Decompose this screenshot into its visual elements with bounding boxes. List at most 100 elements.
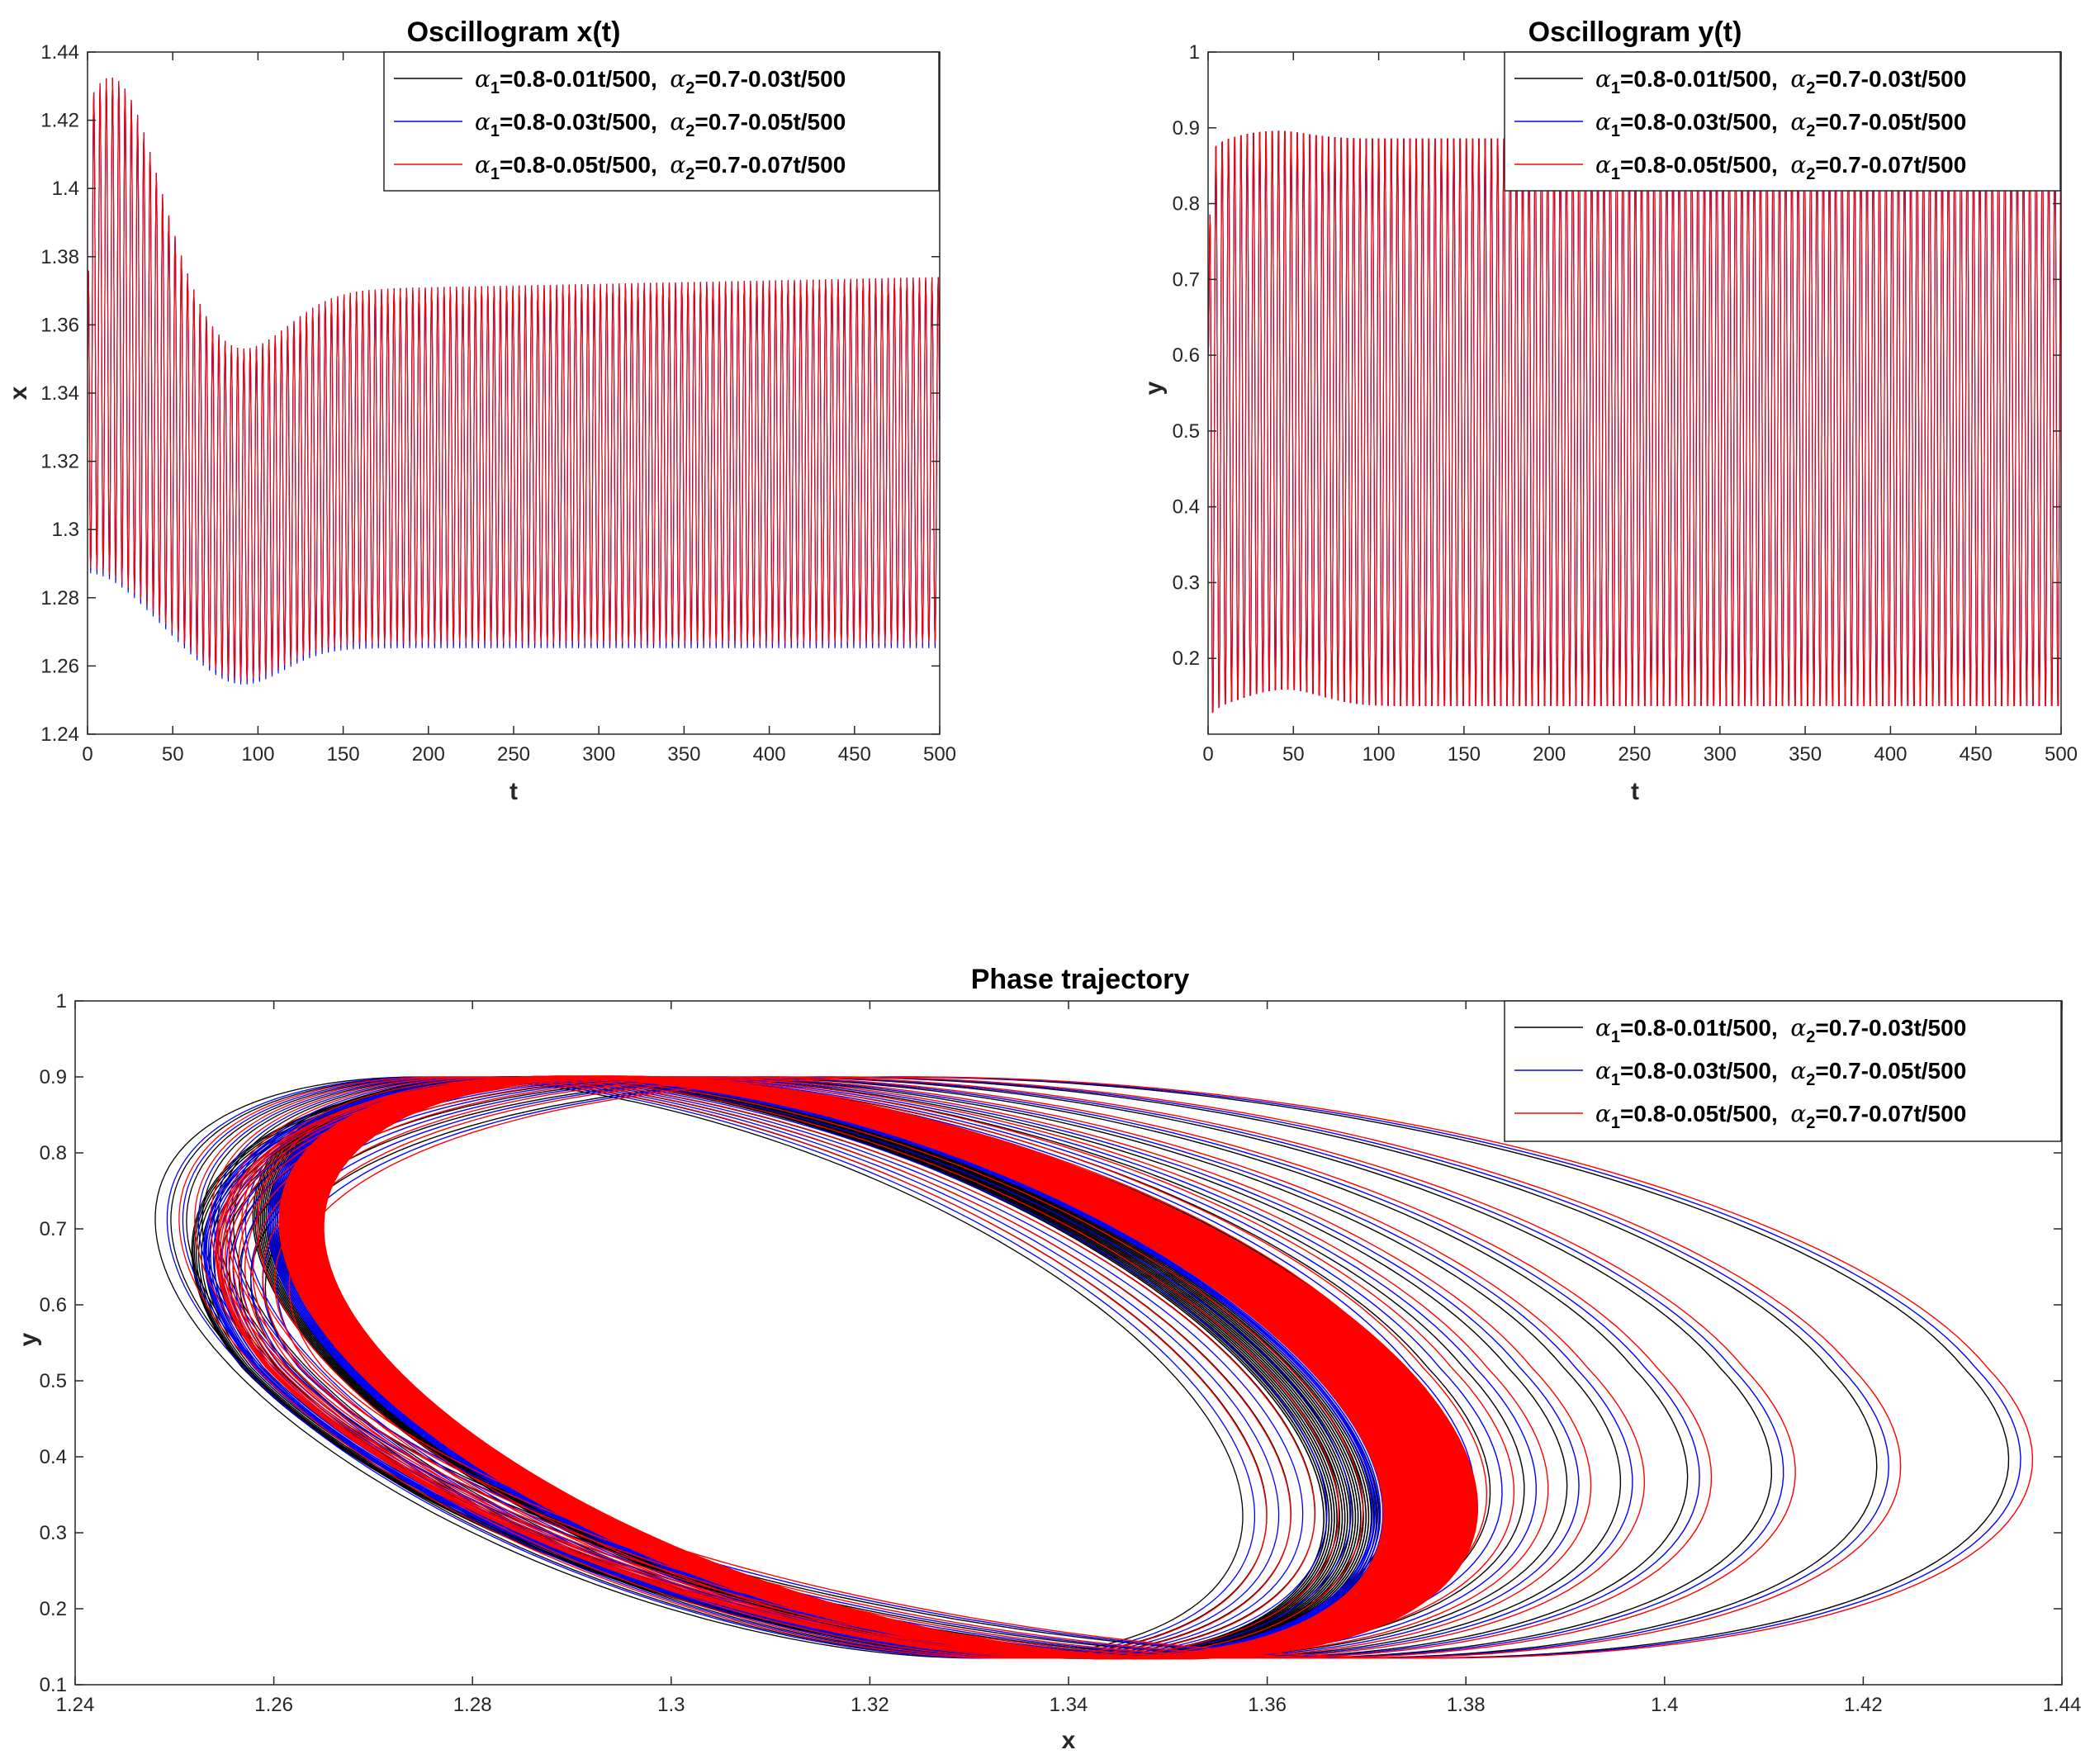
legend: α1=0.8-0.01t/500, α2=0.7-0.03t/500 α1=0.8… [1504,51,2061,192]
x-tick-label: 0 [82,743,92,766]
chart-title: Oscillogram y(t) [1528,17,1742,48]
legend-box [1504,51,2061,192]
orbit-loop [182,1076,1280,1659]
x-tick-label: 400 [1874,743,1907,766]
orbit-loop [273,1076,1902,1659]
chart-title: Phase trajectory [971,964,1190,995]
panel-phase-trajectory: 1.24 1.26 1.28 1.3 1.32 1.34 1.36 1.38 1.4 1.42 1.… [15,964,2081,1754]
orbit-loop [252,1076,1713,1659]
orbit-loop [197,1076,1304,1659]
orbit-loop [229,1076,1352,1659]
orbit-loop [321,1075,1479,1660]
axes-box [74,1000,2063,1686]
x-tick-label: 1.4 [1651,1694,1678,1716]
legend-label: α1=0.8-0.01t/500, α2=0.7-0.03t/500 [1595,65,1966,97]
legend-box [383,51,940,192]
x-tick-label: 1.36 [1248,1694,1287,1716]
orbit-loop [262,1076,1890,1659]
y-axis-label: y [1140,381,1168,395]
series-line-3 [87,77,941,680]
x-tick-label: 250 [497,743,530,766]
y-tick-label: 0.7 [40,1218,67,1240]
y-tick-label: 1.24 [40,723,79,746]
series-line-3 [178,1075,2034,1660]
x-tick-label: 50 [1282,743,1305,766]
axis-ticks: 0 50 100 150 200 250 300 350 400 450 500 0.2 0.3 0.4 0… [1173,41,2078,766]
orbit-loop [210,1076,1315,1659]
y-tick-label: 0.5 [40,1370,67,1392]
x-tick-label: 250 [1618,743,1651,766]
orbit-loop [238,1076,1592,1659]
y-tick-label: 0.9 [1173,117,1200,140]
y-tick-label: 0.6 [40,1294,67,1316]
y-tick-label: 0.6 [1173,344,1200,367]
x-tick-label: 300 [582,743,615,766]
y-tick-label: 0.2 [1173,647,1200,670]
legend-label: α1=0.8-0.03t/500, α2=0.7-0.05t/500 [1595,1057,1966,1089]
x-tick-label: 200 [1533,743,1566,766]
x-tick-label: 100 [1363,743,1396,766]
x-tick-label: 150 [1448,743,1481,766]
orbit-loop [154,1076,1244,1659]
y-tick-label: 0.8 [40,1142,67,1164]
y-tick-label: 0.8 [1173,193,1200,216]
axis-ticks: 0 50 100 150 200 250 300 350 400 450 500 1.24 1.26 1.… [40,41,956,766]
x-tick-label: 400 [753,743,786,766]
x-tick-label: 300 [1704,743,1737,766]
y-tick-label: 0.4 [40,1446,67,1468]
x-tick-label: 200 [412,743,445,766]
x-tick-label: 500 [923,743,956,766]
y-tick-label: 0.9 [40,1066,67,1088]
y-tick-label: 0.5 [1173,420,1200,443]
legend-label: α1=0.8-0.05t/500, α2=0.7-0.07t/500 [1595,1100,1966,1132]
orbit-loop [225,1076,1339,1659]
orbit-loop [232,1076,1549,1659]
y-tick-label: 0.3 [1173,571,1200,594]
legend: α1=0.8-0.01t/500, α2=0.7-0.03t/500 α1=0.8… [1504,1000,2062,1142]
y-tick-label: 1.4 [52,178,79,200]
panel-y-oscillogram: 0 50 100 150 200 250 300 350 400 450 500 0.2 0.3 0.4 0… [1140,17,2078,805]
x-tick-label: 1.44 [2043,1694,2082,1716]
y-tick-label: 1 [56,990,67,1012]
y-tick-label: 1.42 [40,110,79,132]
orbit-loop [213,1076,1328,1659]
x-axis-label: x [1062,1727,1076,1754]
x-tick-label: 1.3 [657,1694,685,1716]
legend-label: α1=0.8-0.01t/500, α2=0.7-0.03t/500 [1595,1014,1966,1046]
legend-label: α1=0.8-0.05t/500, α2=0.7-0.07t/500 [1595,151,1966,183]
x-tick-label: 450 [1960,743,1993,766]
y-tick-label: 1.38 [40,246,79,268]
legend-label: α1=0.8-0.03t/500, α2=0.7-0.05t/500 [475,108,846,140]
x-tick-label: 1.24 [56,1694,95,1716]
y-axis-label: y [15,1332,42,1346]
orbit-loop [241,1076,1364,1659]
y-tick-label: 1.34 [40,382,79,405]
chart-title: Oscillogram x(t) [407,17,621,48]
axis-ticks: 1.24 1.26 1.28 1.3 1.32 1.34 1.36 1.38 1.4 1.42 1.… [40,990,2082,1716]
y-tick-label: 1.36 [40,314,79,336]
x-tick-label: 1.28 [453,1694,492,1716]
x-tick-label: 450 [838,743,871,766]
x-tick-label: 350 [1789,743,1822,766]
orbit-loop [228,1076,1515,1659]
x-tick-label: 500 [2045,743,2078,766]
y-tick-label: 0.7 [1173,268,1200,291]
y-tick-label: 0.1 [40,1674,67,1696]
x-axis-label: t [509,778,518,805]
series-lines [1207,130,2062,714]
x-axis-label: t [1631,778,1639,805]
x-tick-label: 0 [1202,743,1213,766]
x-tick-label: 100 [241,743,274,766]
y-tick-label: 0.3 [40,1522,67,1544]
x-tick-label: 350 [667,743,700,766]
series-line-3 [1207,130,2062,714]
orbit-loop [288,1076,2034,1659]
y-axis-label: x [5,386,32,400]
legend: α1=0.8-0.01t/500, α2=0.7-0.03t/500 α1=0.8… [383,51,940,192]
legend-label: α1=0.8-0.05t/500, α2=0.7-0.07t/500 [475,151,846,183]
series-lines [87,77,941,685]
series-lines [154,1075,2034,1660]
y-tick-label: 0.4 [1173,496,1200,519]
x-tick-label: 1.32 [851,1694,889,1716]
